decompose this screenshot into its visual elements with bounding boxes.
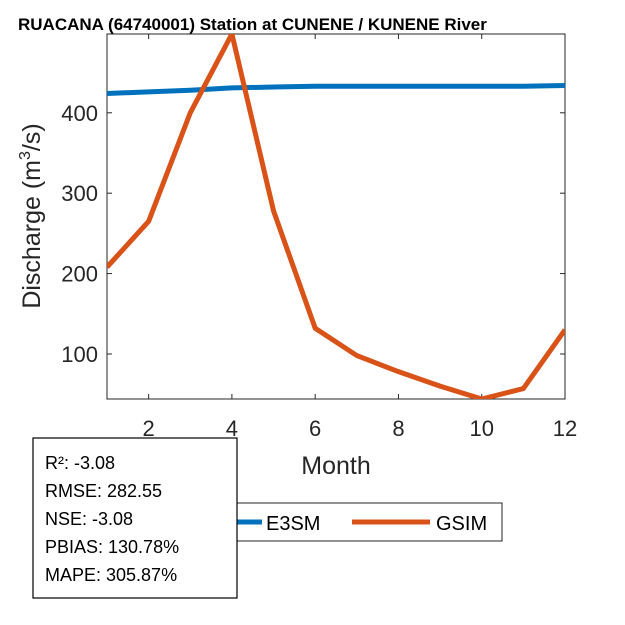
stat-rmse: RMSE: 282.55: [45, 481, 162, 501]
x-axis-label: Month: [301, 452, 370, 480]
y-tick-label: 200: [61, 262, 98, 287]
series-layer: [107, 34, 565, 399]
x-tick-label: 6: [309, 416, 321, 441]
y-tick-labels: 100 200 300 400: [61, 101, 98, 367]
y-axis-label-sup: 3: [17, 151, 34, 160]
legend: E3SM GSIM: [192, 502, 503, 542]
chart-title: RUACANA (64740001) Station at CUNENE / K…: [18, 15, 487, 34]
x-tick-labels: 2 4 6 8 10 12: [143, 416, 578, 441]
stat-nse: NSE: -3.08: [45, 509, 133, 529]
stat-pbias: PBIAS: 130.78%: [45, 537, 179, 557]
x-tick-label: 2: [143, 416, 155, 441]
y-tick-label: 100: [61, 342, 98, 367]
series-line-gsim: [107, 34, 565, 399]
legend-label-gsim: GSIM: [436, 513, 487, 535]
stat-mape: MAPE: 305.87%: [45, 565, 177, 585]
y-axis-label-tail: /s): [18, 123, 46, 151]
x-tick-label: 12: [553, 416, 577, 441]
y-tick-label: 400: [61, 101, 98, 126]
y-axis-label-main: Discharge (m: [18, 160, 46, 309]
stats-box-frame: [32, 437, 238, 599]
x-tick-label: 8: [392, 416, 404, 441]
plot-area: [106, 33, 566, 400]
stat-r2: R²: -3.08: [45, 453, 115, 473]
series-line-e3sm: [107, 82, 565, 96]
y-tick-label: 300: [61, 181, 98, 206]
x-tick-label: 10: [469, 416, 493, 441]
x-tick-label: 4: [226, 416, 238, 441]
y-axis-label: Discharge (m3/s): [17, 123, 46, 308]
stats-box: R²: -3.08 RMSE: 282.55 NSE: -3.08 PBIAS:…: [32, 437, 238, 599]
legend-label-e3sm: E3SM: [266, 513, 320, 535]
